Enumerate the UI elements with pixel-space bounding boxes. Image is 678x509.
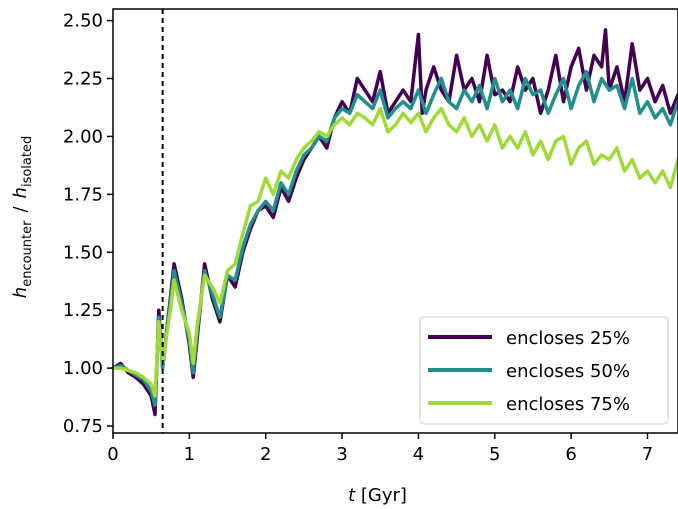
x-axis-unit: [Gyr]: [355, 485, 407, 506]
x-tick-label: 3: [336, 444, 347, 465]
y-axis-label: hencounter/hisolated: [10, 136, 35, 298]
x-axis-var: t: [348, 485, 356, 506]
series-line-3: [111, 106, 678, 398]
y-axis-sub1: encounter: [20, 220, 35, 287]
y-tick-label: 2.50: [63, 11, 103, 32]
legend-label-1: encloses 25%: [506, 328, 630, 349]
y-axis-main: h: [10, 287, 31, 298]
y-tick-label: 0.75: [63, 416, 103, 437]
plot-frame: [112, 8, 678, 434]
y-axis-slash: /: [10, 206, 31, 213]
y-axis-sub2: isolated: [20, 136, 35, 187]
x-tick-label: 5: [489, 444, 500, 465]
y-tick-label: 1.25: [63, 300, 103, 321]
x-axis-label: t [Gyr]: [348, 485, 407, 506]
legend-box: [419, 316, 669, 425]
x-tick-label: 4: [413, 444, 424, 465]
y-axis-ticks: 0.75 1.00 1.25 1.50 1.75 2.00 2.25 2.50: [63, 11, 113, 437]
legend: encloses 25% encloses 50% encloses 75%: [419, 316, 669, 425]
series-line-2: [111, 69, 678, 407]
y-tick-label: 1.00: [63, 358, 103, 379]
y-tick-label: 2.25: [63, 69, 103, 90]
x-tick-label: 6: [565, 444, 576, 465]
y-tick-label: 2.00: [63, 126, 103, 147]
x-tick-label: 7: [642, 444, 653, 465]
y-axis-main2: h: [10, 187, 31, 198]
legend-label-2: encloses 50%: [506, 361, 630, 382]
series-layer: [111, 28, 678, 417]
y-tick-label: 1.75: [63, 184, 103, 205]
y-tick-label: 1.50: [63, 242, 103, 263]
legend-label-3: encloses 75%: [506, 394, 630, 415]
x-axis-ticks: 0 1 2 3 4 5 6 7: [107, 433, 653, 465]
x-tick-label: 2: [260, 444, 271, 465]
x-tick-label: 1: [184, 444, 195, 465]
x-tick-label: 0: [107, 444, 118, 465]
